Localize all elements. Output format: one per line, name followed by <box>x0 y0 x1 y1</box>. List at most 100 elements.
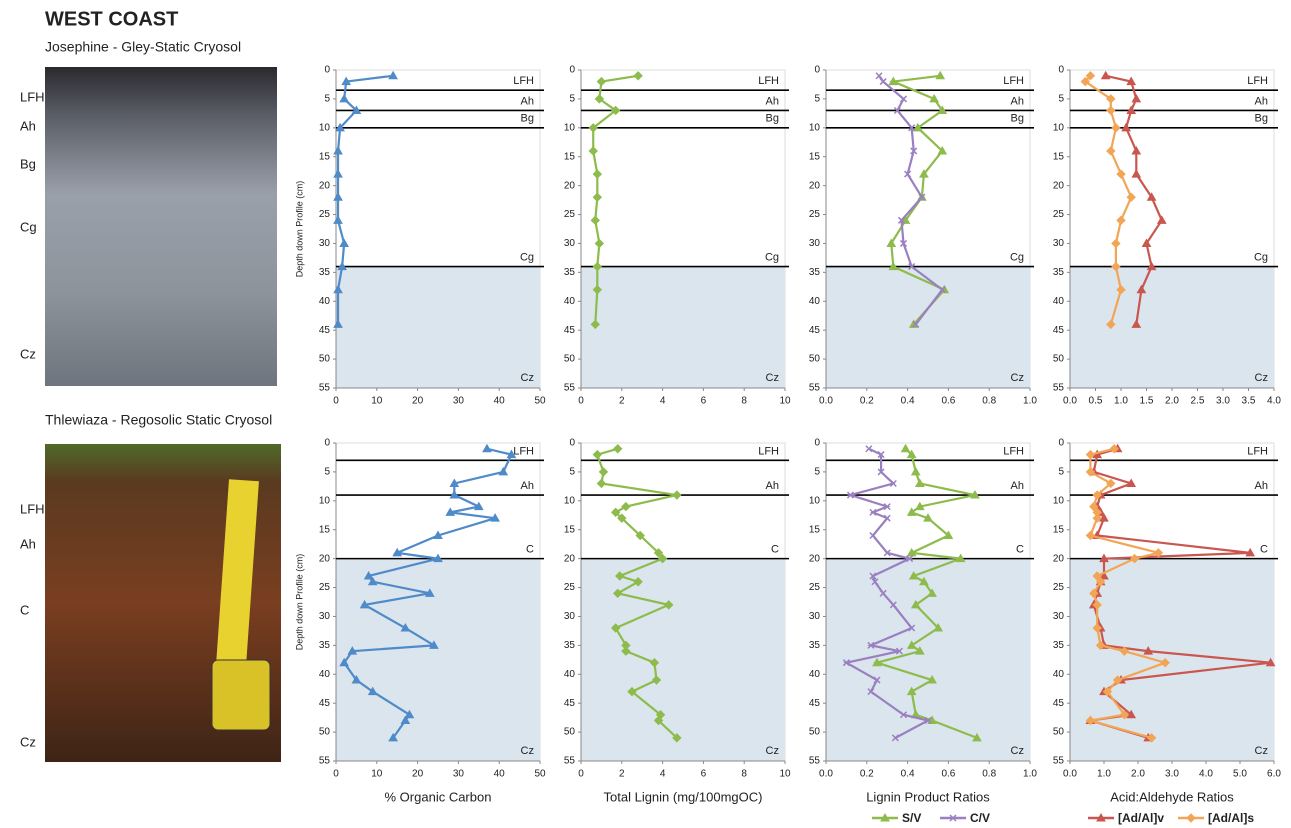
x-tick-label: 0.0 <box>819 396 833 407</box>
horizon-label: C <box>1016 544 1024 556</box>
y-tick-label: 15 <box>564 151 576 162</box>
data-point <box>1187 814 1195 822</box>
y-tick-label: 45 <box>809 325 821 336</box>
x-tick-label: 5.0 <box>1233 769 1247 780</box>
y-tick-label: 45 <box>564 325 576 336</box>
shaded-zone <box>581 559 785 761</box>
x-tick-label: 4 <box>660 396 666 407</box>
legend-label: C/V <box>970 811 990 825</box>
y-tick-label: 40 <box>564 669 576 680</box>
photo-horizon-label: Cg <box>20 219 37 234</box>
photo-horizon-label: Cz <box>20 346 36 361</box>
y-tick-label: 30 <box>319 611 331 622</box>
y-tick-label: 20 <box>1053 553 1065 564</box>
y-tick-label: 20 <box>319 553 331 564</box>
x-tick-label: 4.0 <box>1199 769 1213 780</box>
horizon-label: LFH <box>758 445 779 457</box>
x-tick-label: 0 <box>578 396 584 407</box>
y-tick-label: 10 <box>1053 495 1065 506</box>
soil-photo <box>45 67 277 386</box>
y-tick-label: 45 <box>564 698 576 709</box>
y-tick-label: 25 <box>319 582 331 593</box>
legend-label: S/V <box>902 811 921 825</box>
y-tick-label: 0 <box>569 438 575 449</box>
y-tick-label: 55 <box>319 756 331 767</box>
y-tick-label: 35 <box>564 640 576 651</box>
y-tick-label: 25 <box>319 209 331 220</box>
y-tick-label: 15 <box>809 151 821 162</box>
y-tick-label: 45 <box>1053 698 1065 709</box>
x-tick-label: 40 <box>494 769 506 780</box>
x-tick-label: 0.5 <box>1089 396 1103 407</box>
y-tick-label: 0 <box>814 438 820 449</box>
y-tick-label: 35 <box>1053 267 1065 278</box>
y-tick-label: 55 <box>1053 383 1065 394</box>
tape-case <box>212 660 270 730</box>
x-tick-label: 1.0 <box>1023 769 1037 780</box>
x-tick-label: 50 <box>534 769 546 780</box>
y-tick-label: 25 <box>564 582 576 593</box>
y-tick-label: 20 <box>809 553 821 564</box>
x-tick-label: 20 <box>412 396 424 407</box>
y-tick-label: 25 <box>809 209 821 220</box>
x-axis-label: Acid:Aldehyde Ratios <box>1110 789 1234 804</box>
x-tick-label: 50 <box>534 396 546 407</box>
y-tick-label: 20 <box>564 553 576 564</box>
y-tick-label: 50 <box>1053 354 1065 365</box>
x-tick-label: 6.0 <box>1267 769 1281 780</box>
x-tick-label: 10 <box>371 396 383 407</box>
y-tick-label: 50 <box>1053 727 1065 738</box>
y-tick-label: 5 <box>1058 467 1064 478</box>
y-tick-label: 35 <box>809 640 821 651</box>
x-tick-label: 30 <box>453 396 465 407</box>
y-tick-label: 5 <box>569 467 575 478</box>
x-tick-label: 40 <box>494 396 506 407</box>
x-tick-label: 0 <box>333 769 339 780</box>
x-tick-label: 6 <box>701 769 707 780</box>
site-name: Thlewiaza - Regosolic Static Cryosol <box>45 412 272 428</box>
x-tick-label: 0 <box>333 396 339 407</box>
y-tick-label: 15 <box>1053 151 1065 162</box>
x-tick-label: 3.5 <box>1242 396 1256 407</box>
y-tick-label: 20 <box>564 180 576 191</box>
x-tick-label: 10 <box>371 769 383 780</box>
horizon-label: Bg <box>1255 113 1268 125</box>
y-tick-label: 55 <box>319 383 331 394</box>
y-tick-label: 20 <box>809 180 821 191</box>
x-tick-label: 2.0 <box>1165 396 1179 407</box>
horizon-label: LFH <box>513 445 534 457</box>
x-axis-label: % Organic Carbon <box>385 789 492 804</box>
figure-title: WEST COAST <box>45 8 178 30</box>
y-tick-label: 50 <box>319 354 331 365</box>
y-tick-label: 0 <box>814 65 820 76</box>
x-tick-label: 1.0 <box>1023 396 1037 407</box>
y-tick-label: 5 <box>324 94 330 105</box>
horizon-label: Ah <box>521 480 534 492</box>
shaded-zone <box>1070 267 1274 388</box>
horizon-label: Cz <box>1011 745 1024 757</box>
x-tick-label: 0.0 <box>819 769 833 780</box>
horizon-label: LFH <box>1003 75 1024 87</box>
legend-label: [Ad/Al]v <box>1118 811 1164 825</box>
x-tick-label: 10 <box>779 769 791 780</box>
horizon-label: Ah <box>766 480 779 492</box>
figure: WEST COAST Josephine - Gley-Static Cryos… <box>0 0 1291 828</box>
x-tick-label: 4 <box>660 769 666 780</box>
y-tick-label: 0 <box>569 65 575 76</box>
y-tick-label: 15 <box>564 524 576 535</box>
y-tick-label: 40 <box>1053 669 1065 680</box>
horizon-label: Cz <box>766 745 779 757</box>
y-tick-label: 0 <box>324 65 330 76</box>
y-tick-label: 40 <box>319 669 331 680</box>
y-tick-label: 40 <box>564 296 576 307</box>
y-tick-label: 50 <box>319 727 331 738</box>
horizon-label: Bg <box>521 113 534 125</box>
x-tick-label: 0.4 <box>901 769 915 780</box>
y-axis-label: Depth down Profile (cm) <box>294 554 304 651</box>
y-tick-label: 55 <box>564 756 576 767</box>
horizon-label: LFH <box>1247 445 1268 457</box>
x-tick-label: 2 <box>619 396 625 407</box>
y-tick-label: 0 <box>1058 65 1064 76</box>
horizon-label: LFH <box>1247 75 1268 87</box>
y-tick-label: 35 <box>1053 640 1065 651</box>
